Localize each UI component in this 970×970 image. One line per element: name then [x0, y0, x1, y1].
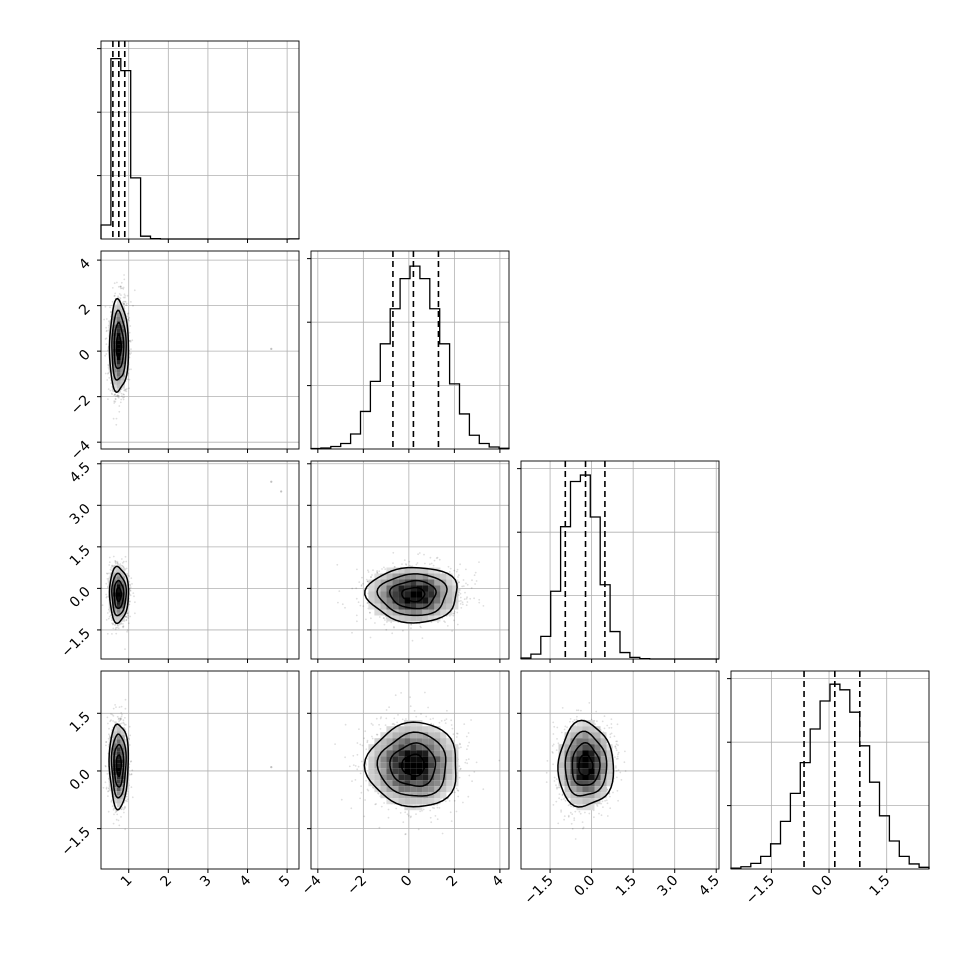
contour-1-0-3 [108, 297, 130, 394]
ytick-label-2-4: 4.5 [67, 459, 94, 486]
ytick-label-3-2: 1.5 [67, 709, 94, 736]
panel-frame-3-1 [310, 670, 510, 870]
panel-frame-3-0 [100, 670, 300, 870]
histogram-1 [310, 265, 510, 450]
contour-3-2-3 [557, 719, 615, 808]
xtick-label-2-1: 0.0 [571, 873, 598, 900]
ytick-label-1-1: −2 [68, 392, 94, 418]
outlier-3-0-0 [270, 766, 273, 769]
contour-3-1-2 [376, 731, 447, 797]
contour-3-2-1 [571, 741, 601, 786]
xtick-label-3-0: −1.5 [743, 873, 778, 908]
density-3-1 [368, 720, 459, 811]
contour-2-1-1 [388, 579, 437, 610]
xtick-label-0-1: 2 [158, 873, 176, 891]
panel-bg-2-1 [311, 461, 509, 659]
xtick-label-3-1: 0.0 [809, 873, 836, 900]
contour-2-0-1 [113, 579, 125, 610]
contour-3-1-3 [363, 721, 457, 808]
panel-frame-2-1 [310, 460, 510, 660]
contour-3-1-1 [389, 742, 437, 788]
joint-panel-3-2 [545, 702, 627, 840]
panel-bg-1-1 [311, 251, 509, 449]
xtick-label-2-3: 3.0 [654, 873, 681, 900]
xtick-label-0-3: 4 [237, 872, 255, 890]
contour-1-0-1 [113, 321, 125, 370]
xtick-label-3-2: 1.5 [866, 873, 893, 900]
grid-lines [101, 41, 929, 869]
histogram-3 [730, 683, 930, 869]
panel-bg-3-2 [521, 671, 719, 869]
ytick-label-3-0: −1.5 [58, 824, 93, 859]
joint-panel-2-0 [101, 480, 283, 650]
panel-frame-2-0 [100, 460, 300, 660]
contour-3-2-0 [578, 753, 594, 777]
xtick-label-2-0: −1.5 [522, 873, 557, 908]
contour-3-0-1 [113, 743, 125, 788]
joint-panel-3-1 [334, 691, 501, 836]
panel-frames [100, 40, 930, 870]
panel-bg-3-3 [731, 671, 929, 869]
ytick-label-2-3: 3.0 [67, 501, 94, 528]
data-layer [100, 41, 930, 869]
joint-panel-2-1 [336, 551, 485, 642]
xtick-label-2-4: 4.5 [696, 873, 723, 900]
panel-bg-0-0 [101, 41, 299, 239]
contour-3-0-3 [108, 723, 130, 811]
panel-frame-3-2 [520, 670, 720, 870]
contour-2-1-3 [364, 566, 458, 624]
contour-2-0-2 [111, 572, 128, 617]
outlier-1-0-0 [270, 347, 273, 350]
ytick-label-2-1: 0.0 [67, 584, 94, 611]
panel-frame-0-0 [100, 40, 300, 240]
xtick-label-1-4: 4 [489, 872, 507, 890]
outlier-2-0-1 [280, 490, 283, 493]
contour-1-0-2 [111, 309, 127, 381]
ytick-label-1-3: 2 [76, 301, 94, 319]
xtick-label-2-2: 1.5 [613, 873, 640, 900]
panel-frame-3-3 [730, 670, 930, 870]
panel-backgrounds [101, 41, 929, 869]
panel-bg-3-0 [101, 671, 299, 869]
contour-2-0-0 [115, 586, 123, 603]
xtick-label-1-2: 0 [398, 873, 416, 891]
contour-3-0-2 [110, 733, 127, 799]
ytick-label-1-2: 0 [76, 347, 94, 365]
panel-bg-2-2 [521, 461, 719, 659]
contour-3-0-0 [115, 754, 123, 778]
xtick-label-0-0: 1 [118, 873, 136, 891]
ytick-label-2-2: 1.5 [67, 542, 94, 569]
xtick-label-0-2: 3 [197, 873, 215, 891]
ytick-label-3-1: 0.0 [67, 766, 94, 793]
contour-3-2-2 [564, 730, 608, 797]
xtick-label-1-3: 2 [444, 873, 462, 891]
contour-2-0-3 [108, 565, 130, 625]
joint-panel-1-0 [103, 274, 273, 426]
outlier-2-0-0 [270, 480, 273, 483]
contour-1-0-0 [115, 334, 123, 359]
contour-2-1-0 [401, 586, 426, 603]
panel-bg-1-0 [101, 251, 299, 449]
panel-bg-2-0 [101, 461, 299, 659]
joint-panel-3-0 [102, 698, 273, 831]
contour-2-1-2 [376, 573, 448, 617]
ytick-label-2-0: −1.5 [58, 625, 93, 660]
contour-3-1-0 [401, 753, 426, 777]
panel-frame-2-2 [520, 460, 720, 660]
xtick-label-1-1: −2 [344, 873, 370, 899]
panel-frame-1-0 [100, 250, 300, 450]
xtick-label-1-0: −4 [299, 872, 325, 898]
ytick-label-1-4: 4 [76, 256, 94, 274]
panel-frame-1-1 [310, 250, 510, 450]
xtick-label-0-4: 5 [276, 873, 294, 891]
